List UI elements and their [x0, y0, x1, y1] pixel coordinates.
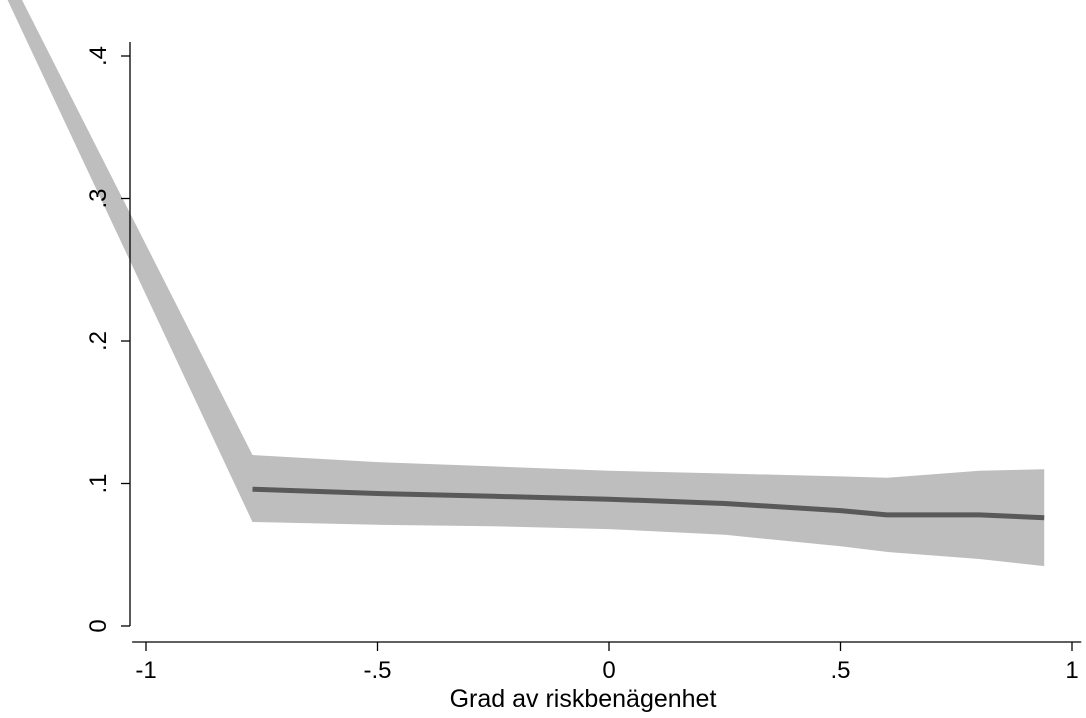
- x-tick-label: .5: [830, 657, 850, 684]
- y-tick-label: 0: [85, 619, 112, 632]
- x-tick-label: -.5: [363, 657, 391, 684]
- axes: 0 .1 .2 .3 .4 -1 -.5 0 .5 1: [85, 42, 1082, 684]
- series-line-0: [252, 486, 1045, 521]
- series-line-layer: [252, 486, 1045, 521]
- confidence-band-layer: [7, 0, 1045, 567]
- confidence-band: [7, 0, 1045, 567]
- y-tick-label: .1: [85, 473, 112, 493]
- x-tick-label: 1: [1065, 657, 1078, 684]
- x-axis-label: Grad av riskbenägenhet: [450, 685, 717, 713]
- x-tick-label: -1: [135, 657, 156, 684]
- y-tick-label: .2: [85, 331, 112, 351]
- y-tick-label: .3: [85, 188, 112, 208]
- x-tick-label: 0: [602, 657, 615, 684]
- y-tick-label: .4: [85, 46, 112, 66]
